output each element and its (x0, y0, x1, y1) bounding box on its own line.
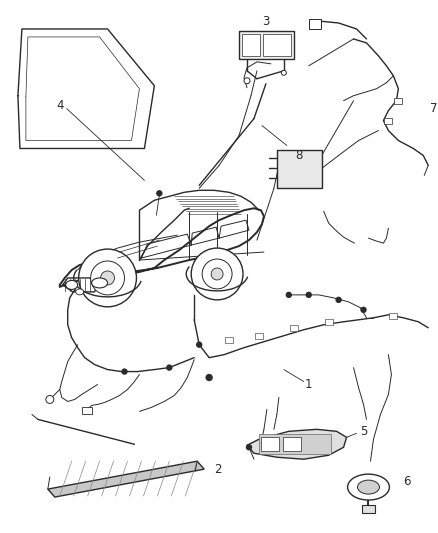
Bar (283, 437, 301, 451)
Text: 6: 6 (403, 474, 411, 488)
Ellipse shape (357, 480, 379, 494)
Ellipse shape (76, 289, 84, 295)
Ellipse shape (101, 271, 114, 285)
Bar (225, 337, 233, 343)
Bar (259, 434, 331, 454)
Ellipse shape (281, 70, 286, 75)
Polygon shape (247, 430, 346, 459)
Ellipse shape (66, 280, 78, 289)
Ellipse shape (202, 259, 232, 289)
Bar (277, 150, 321, 188)
Circle shape (361, 308, 366, 312)
Bar (261, 437, 279, 451)
Ellipse shape (79, 249, 137, 307)
Bar (255, 333, 263, 338)
Polygon shape (48, 461, 204, 497)
Circle shape (122, 369, 127, 374)
Text: 3: 3 (262, 14, 270, 28)
Ellipse shape (92, 278, 108, 288)
Circle shape (167, 365, 172, 370)
Ellipse shape (348, 474, 389, 500)
Text: 8: 8 (295, 149, 303, 162)
Circle shape (286, 293, 291, 297)
Bar (263, 34, 291, 56)
Circle shape (206, 375, 212, 381)
Bar (242, 34, 260, 56)
Bar (81, 407, 92, 414)
Circle shape (46, 395, 54, 403)
Text: 2: 2 (214, 463, 222, 475)
Bar (361, 505, 375, 513)
Text: 4: 4 (56, 99, 64, 112)
Ellipse shape (191, 248, 243, 300)
Bar (325, 319, 332, 325)
Circle shape (157, 191, 162, 196)
Bar (394, 98, 403, 103)
Text: 7: 7 (430, 102, 438, 115)
Bar (389, 313, 397, 319)
Circle shape (336, 297, 341, 302)
Text: 5: 5 (360, 425, 368, 438)
Bar (290, 325, 298, 331)
Circle shape (197, 342, 201, 347)
Ellipse shape (91, 261, 124, 295)
Bar (385, 118, 392, 124)
Text: 1: 1 (305, 378, 312, 391)
Bar (309, 19, 321, 29)
Bar (239, 31, 294, 59)
Ellipse shape (244, 78, 250, 84)
Ellipse shape (211, 268, 223, 280)
Circle shape (306, 293, 311, 297)
Circle shape (247, 445, 251, 450)
